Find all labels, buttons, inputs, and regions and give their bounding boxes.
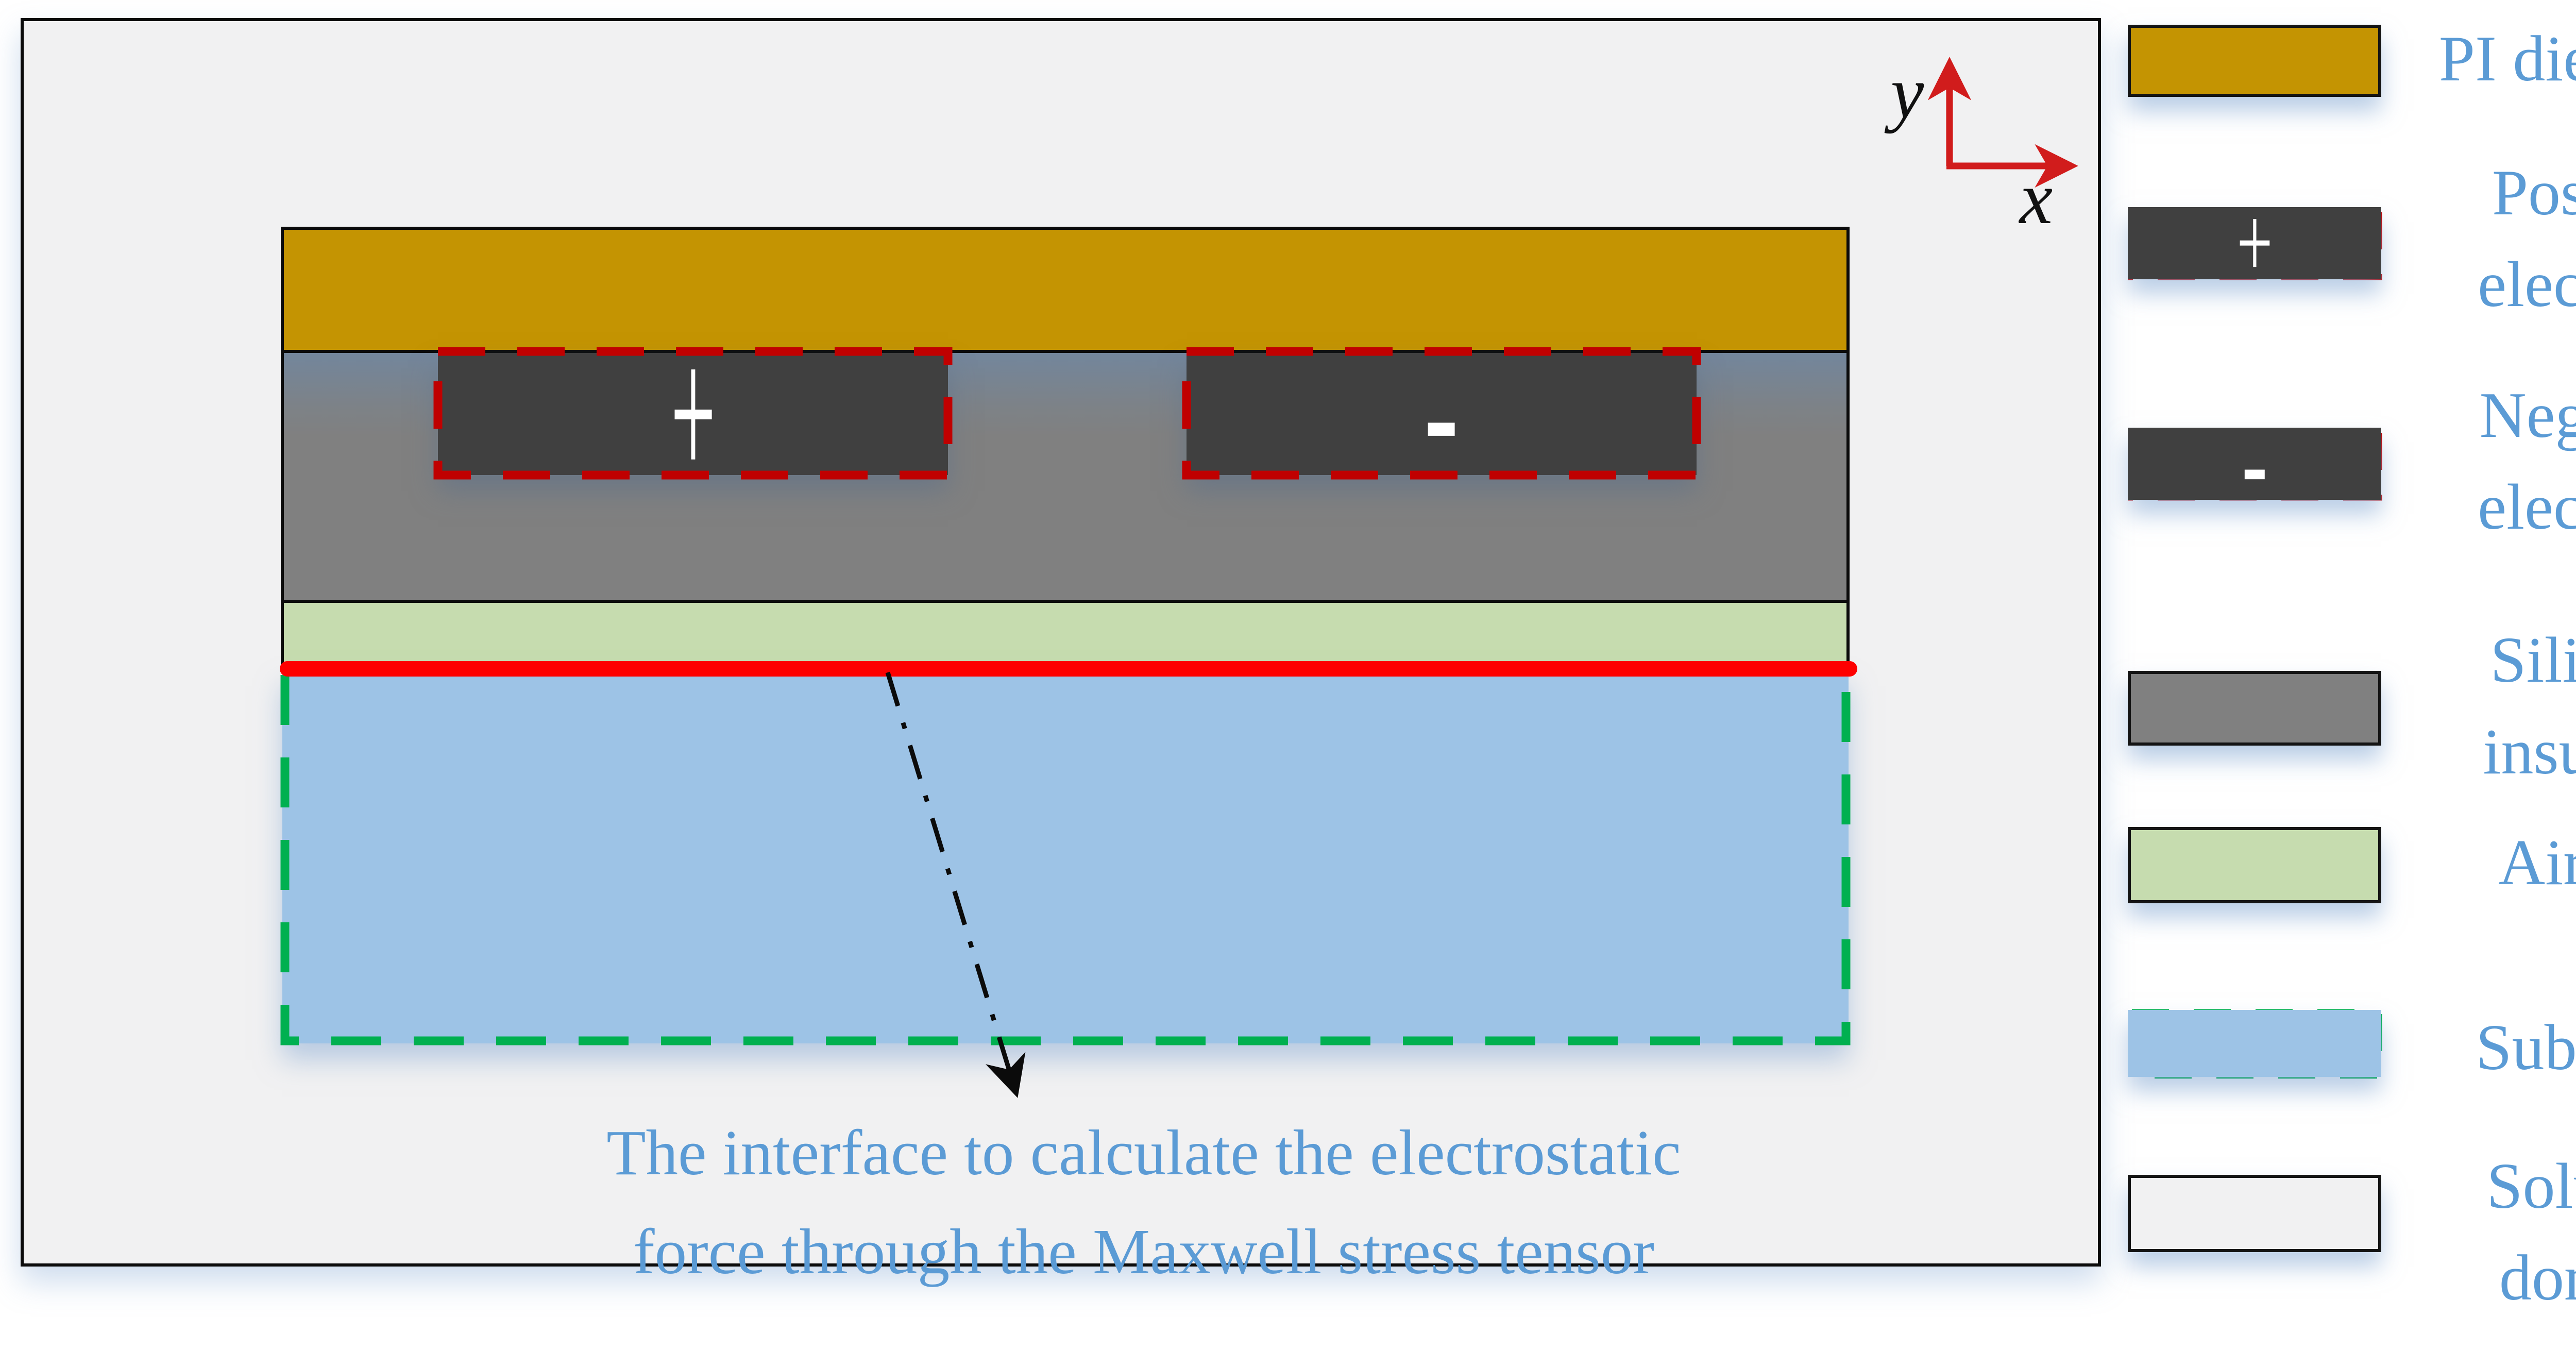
y-axis-label: y: [1890, 52, 1924, 134]
x-axis-label: x: [2019, 157, 2053, 240]
negative-electrode: -: [1187, 337, 1697, 492]
figure-caption: The interface to calculate the electrost…: [438, 1104, 1850, 1302]
substrate-region: [282, 670, 1849, 1043]
legend-swatch-negative-electrode: -: [2128, 407, 2381, 520]
caption-line-1: The interface to calculate the electrost…: [606, 1118, 1681, 1189]
legend-swatch-air-gap: [2128, 827, 2381, 903]
caption-line-2: force through the Maxwell stress tensor: [633, 1217, 1655, 1288]
legend-positive-sign: +: [2236, 186, 2273, 300]
pi-dielectric-layer: [281, 227, 1850, 353]
legend-label-air-gap: Air gap: [2498, 827, 2576, 899]
positive-sign-label: +: [670, 307, 716, 521]
legend-label-negative-electrode: Negative electrode: [2478, 380, 2576, 543]
legend-swatch-positive-electrode: +: [2128, 192, 2381, 295]
legend-label-silicone-insulator: Silicone insulator: [2483, 625, 2576, 788]
legend-swatch-silicone-insulator: [2128, 671, 2381, 746]
air-gap-layer: [281, 603, 1850, 666]
negative-sign-label: -: [1424, 328, 1459, 500]
legend-label-substrate: Substrate: [2476, 1012, 2576, 1084]
positive-electrode: +: [438, 317, 948, 511]
legend-label-pi-dielectric: PI dielectric: [2438, 23, 2576, 95]
legend-swatch-pi-dielectric: [2128, 25, 2381, 97]
legend-label-solution-domain: Solution domain: [2486, 1151, 2576, 1314]
legend-label-positive-electrode: Positive electrode: [2478, 157, 2576, 320]
legend-swatch-substrate: [2128, 1010, 2381, 1077]
legend-negative-sign: -: [2242, 400, 2267, 526]
legend-swatch-solution-domain: [2128, 1175, 2381, 1252]
